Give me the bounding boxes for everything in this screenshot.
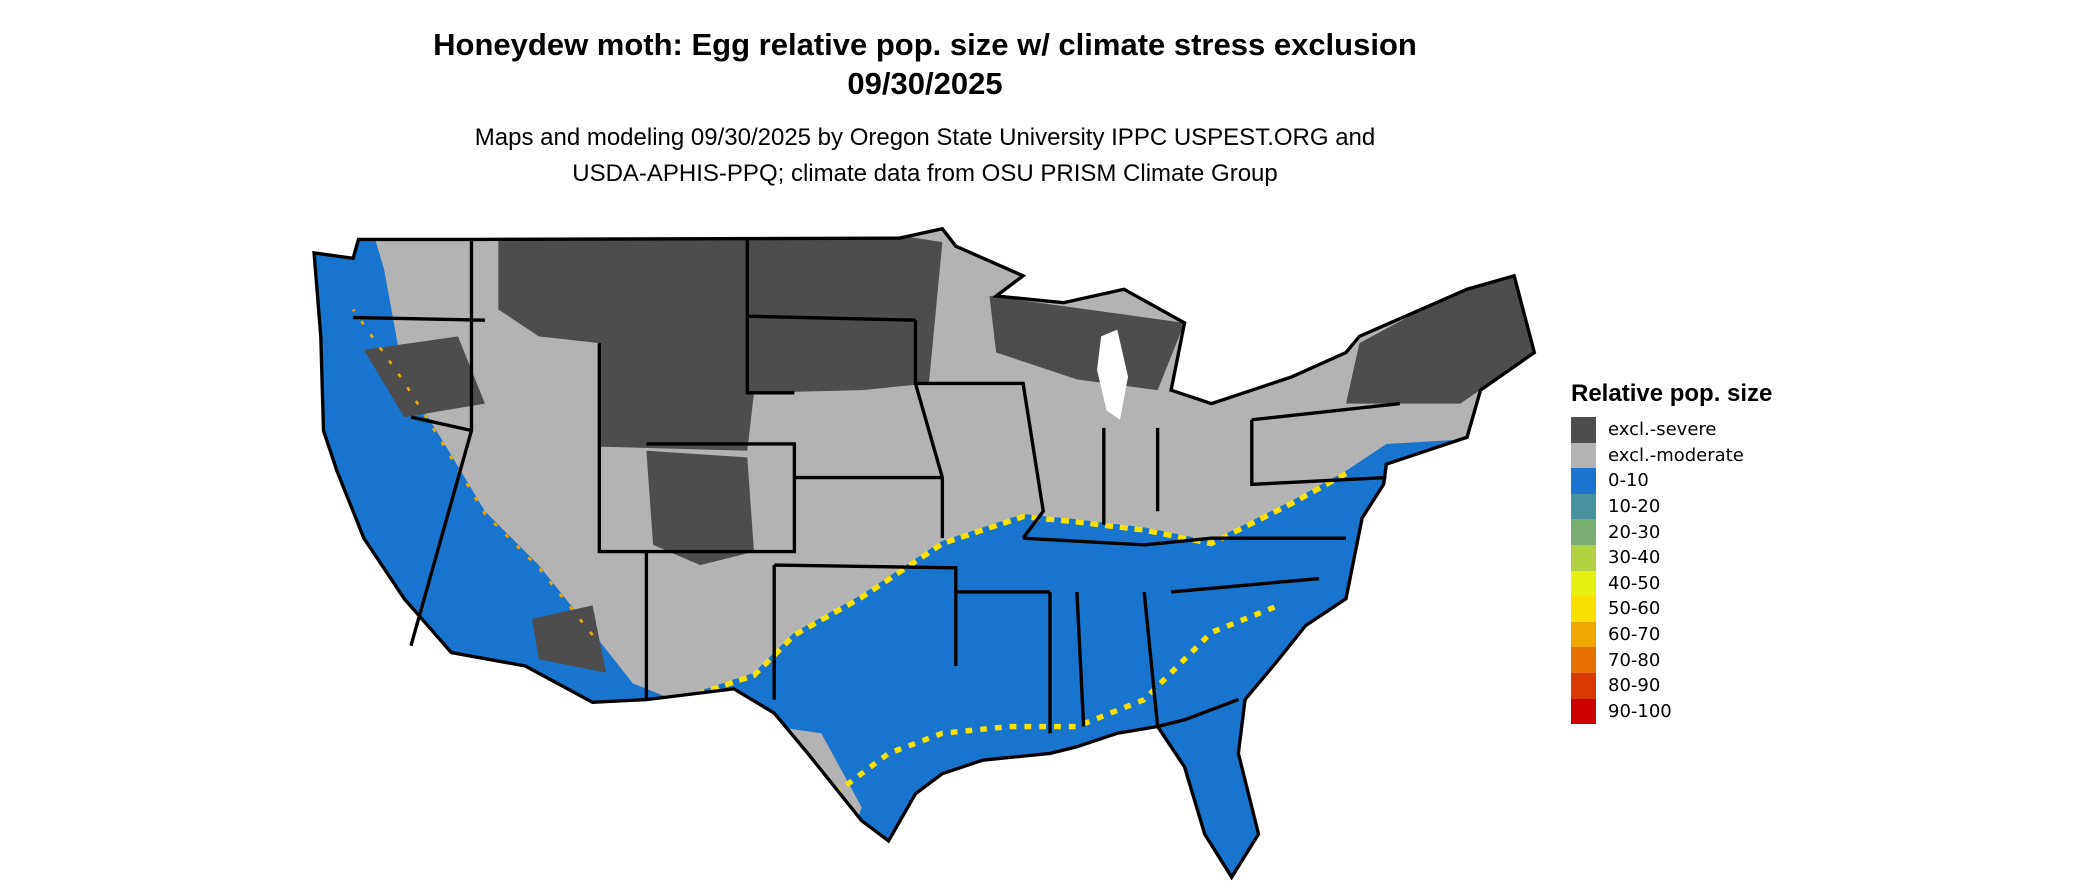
legend-swatch	[1571, 417, 1596, 443]
legend-label: 60-70	[1608, 624, 1661, 646]
legend-item: excl.-severe	[1571, 417, 1772, 443]
legend-label: 10-20	[1608, 496, 1661, 518]
legend-item: 60-70	[1571, 621, 1772, 648]
range-50-60-gulf	[833, 602, 1280, 796]
legend-title: Relative pop. size	[1571, 380, 1773, 407]
legend-swatch	[1571, 647, 1596, 673]
legend-item: 80-90	[1571, 672, 1772, 699]
legend-swatch	[1571, 442, 1596, 469]
legend-swatch	[1571, 544, 1596, 571]
legend-label: 0-10	[1608, 470, 1649, 492]
state-borders	[312, 227, 1537, 879]
legend-item: 50-60	[1571, 596, 1772, 622]
legend-label: 40-50	[1608, 572, 1661, 594]
legend-label: 20-30	[1608, 521, 1661, 543]
legend-swatch	[1571, 698, 1596, 725]
legend-swatch	[1571, 672, 1596, 699]
legend-item: 10-20	[1571, 493, 1772, 520]
lake-michigan	[1097, 329, 1129, 420]
legend: Relative pop. size excl.-severe excl.-mod…	[1571, 380, 1773, 725]
range-50-60-band	[672, 471, 1348, 705]
legend-label: excl.-severe	[1608, 419, 1717, 441]
legend-swatch	[1571, 570, 1596, 597]
legend-item: 70-80	[1571, 647, 1772, 673]
legend-item: 20-30	[1571, 519, 1772, 545]
legend-swatch	[1571, 596, 1596, 622]
legend-label: 50-60	[1608, 598, 1661, 620]
legend-item: 90-100	[1571, 698, 1772, 725]
excl-severe-rockies	[646, 450, 755, 566]
excl-severe-west	[363, 336, 485, 418]
excl-severe-north	[498, 235, 943, 451]
legend-item: 30-40	[1571, 544, 1772, 571]
map-date: 09/30/2025	[847, 66, 1003, 101]
legend-item: 40-50	[1571, 570, 1772, 597]
legend-swatch	[1571, 493, 1596, 520]
excl-severe-northeast	[1345, 275, 1535, 404]
map-title: Honeydew moth: Egg relative pop. size w/…	[433, 27, 1417, 62]
legend-swatch	[1571, 468, 1596, 494]
legend-swatch	[1571, 621, 1596, 648]
legend-label: 30-40	[1608, 547, 1661, 569]
legend-item: excl.-moderate	[1571, 442, 1772, 469]
subtitle-line-1: Maps and modeling 09/30/2025 by Oregon S…	[474, 124, 1376, 151]
legend-item: 0-10	[1571, 468, 1772, 494]
subtitle-line-2: USDA-APHIS-PPQ; climate data from OSU PR…	[572, 160, 1278, 187]
legend-label: 70-80	[1608, 649, 1661, 671]
legend-label: excl.-moderate	[1608, 444, 1744, 466]
legend-swatch	[1571, 519, 1596, 545]
legend-label: 90-100	[1608, 700, 1672, 722]
excl-severe-great-lakes	[989, 295, 1185, 391]
legend-label: 80-90	[1608, 675, 1661, 697]
excl-severe-southwest	[532, 605, 607, 673]
